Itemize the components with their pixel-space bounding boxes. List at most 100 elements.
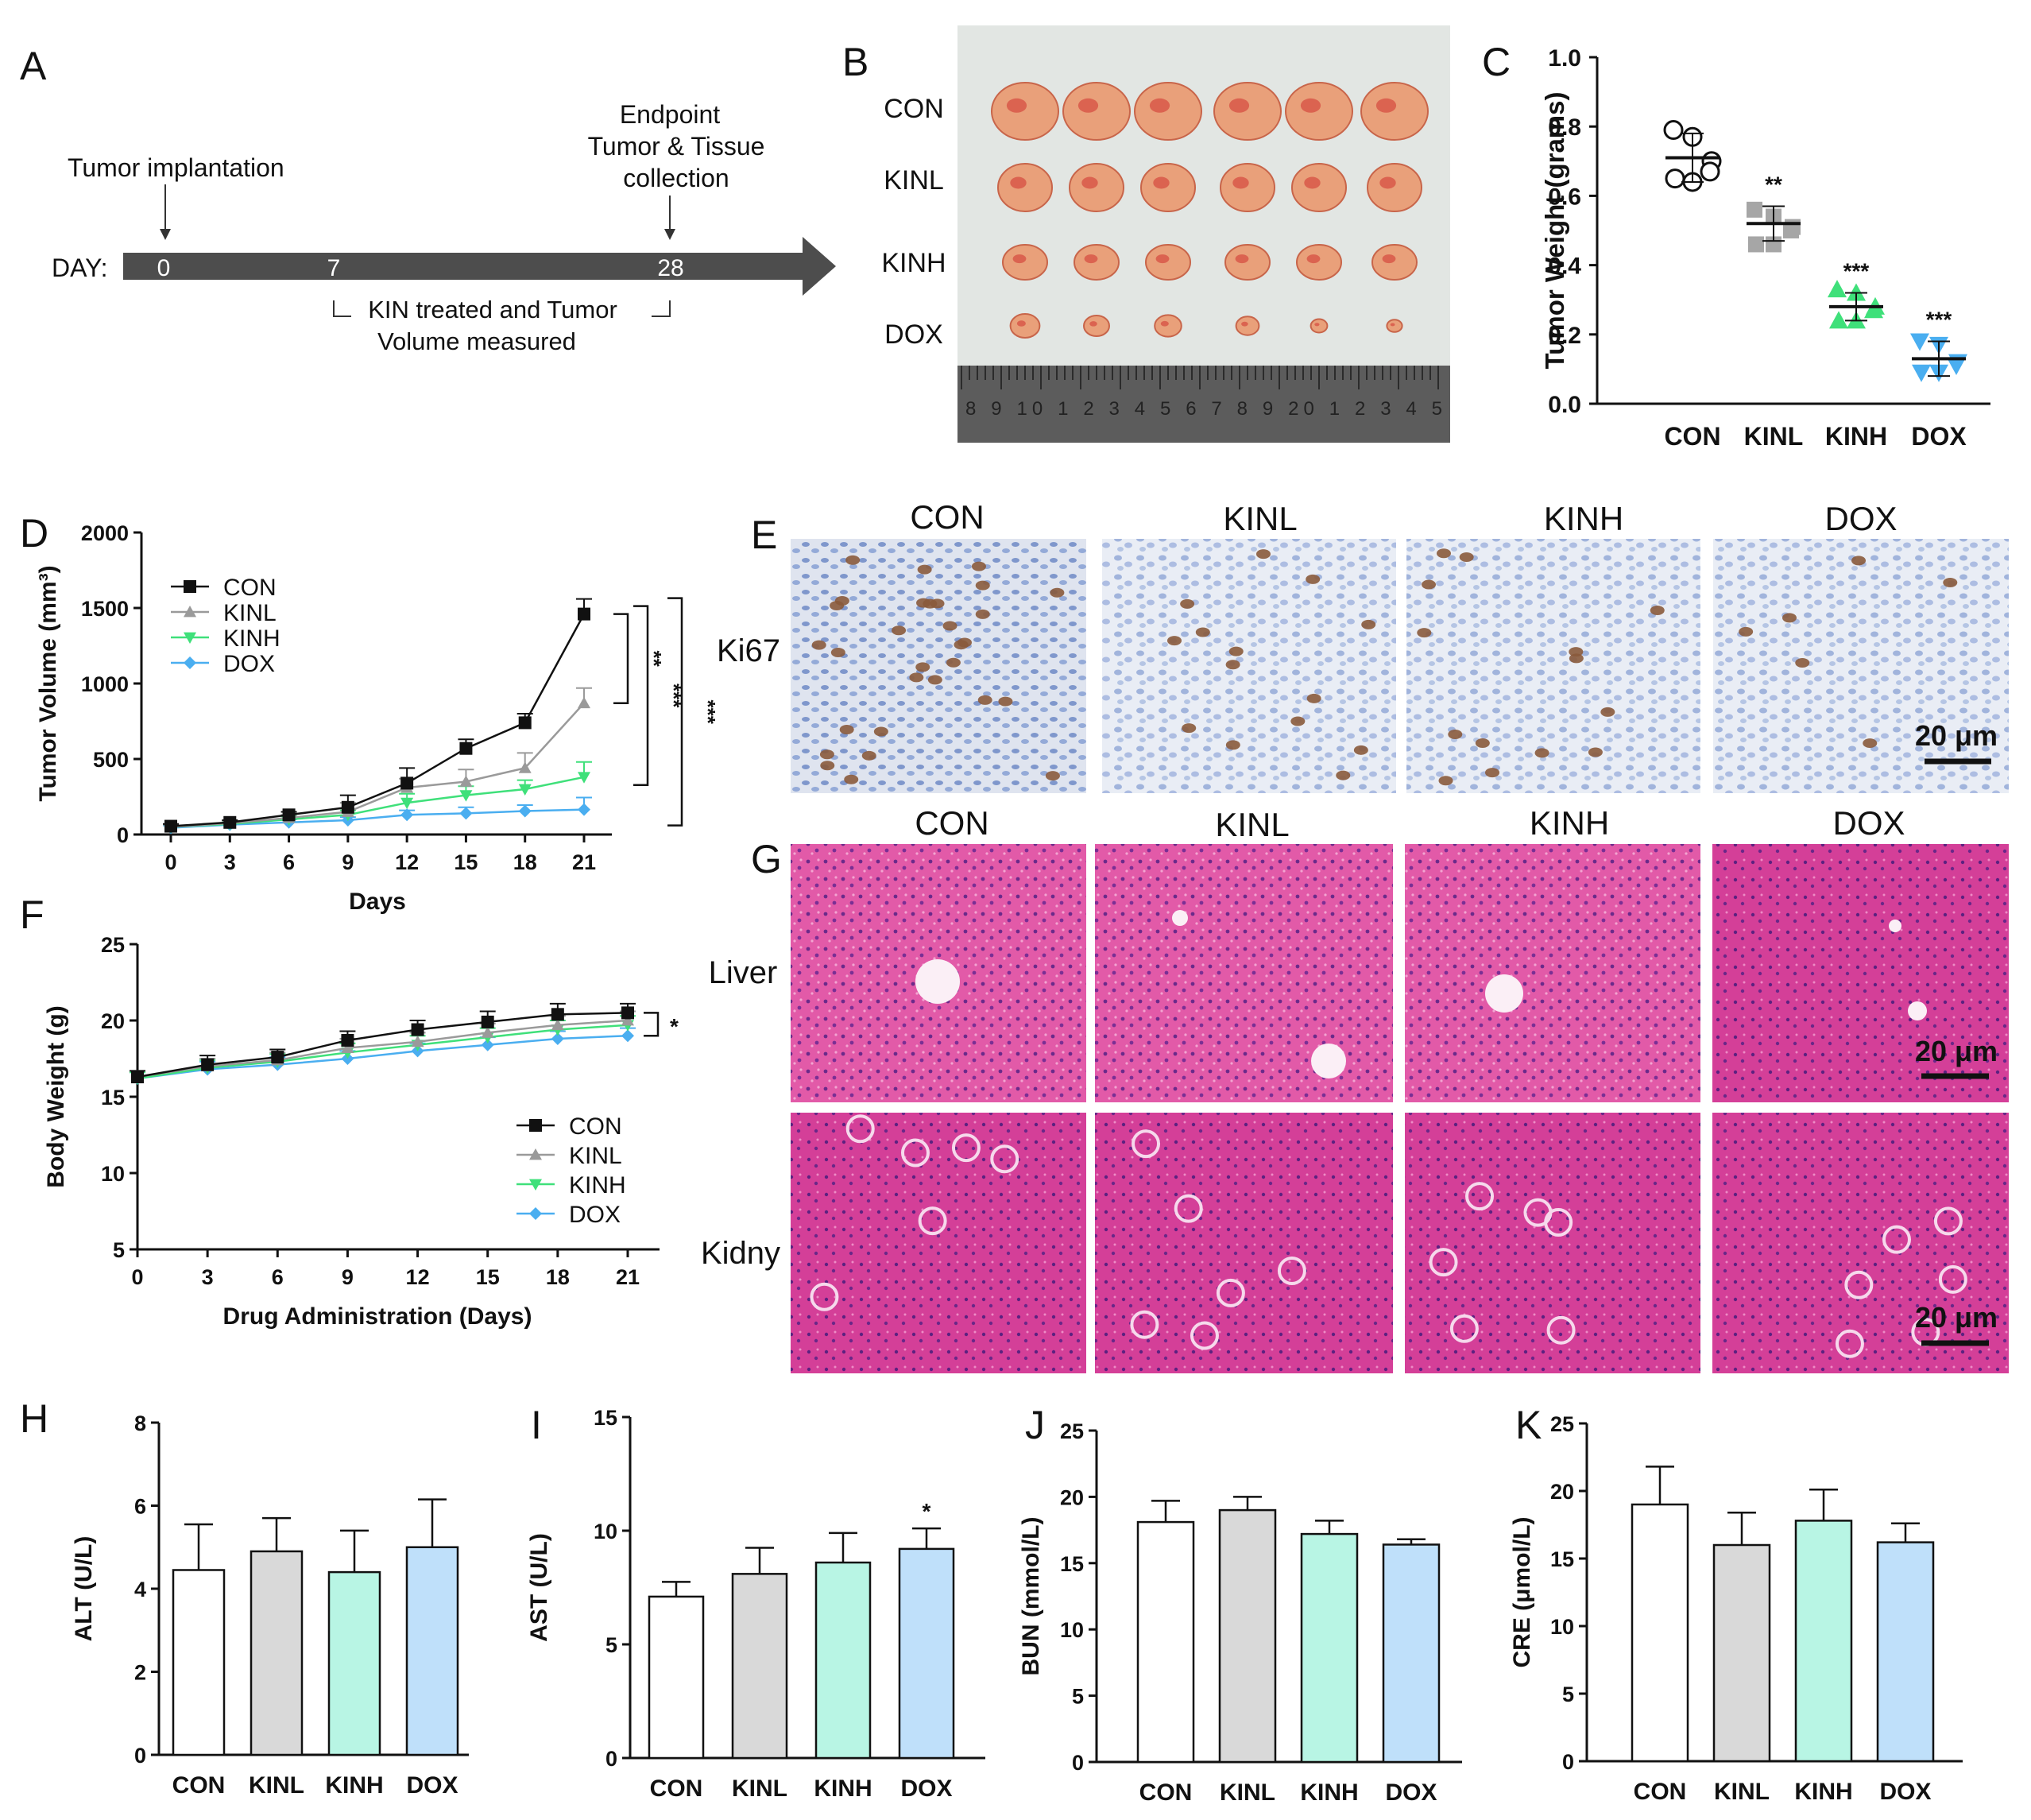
bar <box>1136 1520 1195 1764</box>
chart-d: 0 500 1000 1500 2000 0 3 6 9 12 15 18 21 Days Tumor Vo… <box>35 521 720 915</box>
tumor-specimen <box>1367 163 1422 212</box>
liver-vessel <box>915 959 960 1004</box>
liver-image-kinl <box>1095 844 1393 1102</box>
ruler <box>957 366 1450 443</box>
glomerulus <box>1190 1321 1219 1350</box>
significance-mark: *** <box>696 699 720 724</box>
panel-e: E Ki67 CON KINL KINH DOX 20 μm <box>717 498 2009 793</box>
chart-k: 0 5 10 15 20 25 CRE (μmol/L) CON KINL KINH DOX <box>1509 1412 1963 1805</box>
glomerulus <box>1465 1182 1495 1211</box>
bar <box>327 1570 381 1756</box>
ki67-nucleus <box>1228 646 1244 656</box>
x-tick-label: KINH <box>814 1775 872 1802</box>
significance-mark: * <box>923 1499 931 1524</box>
photo-row-label-kinh: KINH <box>881 248 946 278</box>
ki67-nucleus <box>1225 740 1240 750</box>
data-point <box>400 797 414 810</box>
data-point <box>551 1008 564 1021</box>
data-point <box>164 819 177 833</box>
photo-row-label-kinl: KINL <box>884 165 944 196</box>
y-tick-label: 8 <box>134 1411 146 1435</box>
y-tick-label: 1000 <box>81 672 129 696</box>
panel-g: G CON KINL KINH DOX Liver Kidny 20 μm 20… <box>701 804 2009 1373</box>
ki67-nucleus <box>927 675 942 685</box>
x-tick-label: CON <box>1664 422 1720 451</box>
tumor-vessel <box>1300 98 1321 113</box>
y-tick-label: 20 <box>101 1009 125 1033</box>
liver-vessel <box>1311 1044 1346 1078</box>
y-tick-label: 0 <box>1072 1751 1084 1775</box>
legend-swatch-marker <box>184 606 196 618</box>
kidney-image-dox <box>1712 1113 2009 1373</box>
ki67-nucleus <box>1448 729 1463 739</box>
tumor-specimen <box>1213 82 1282 141</box>
tumor-specimen <box>1154 314 1182 338</box>
x-tick-label: 3 <box>202 1265 214 1289</box>
tumor-specimen <box>1235 316 1260 336</box>
glomerulus <box>990 1144 1019 1174</box>
bar <box>1794 1520 1853 1763</box>
kidney-row-label: Kidny <box>701 1236 780 1271</box>
data-point <box>459 775 473 787</box>
y-tick-label: 15 <box>1060 1552 1084 1576</box>
data-point <box>400 808 414 822</box>
ki67-nucleus <box>1739 626 1754 637</box>
legend-label: KINL <box>569 1143 622 1169</box>
legend-label: CON <box>223 575 277 601</box>
ki67-nucleus <box>1182 723 1197 734</box>
ihc-image-con <box>791 539 1086 793</box>
x-tick-label: KINH <box>325 1772 383 1799</box>
panel-letter-g: G <box>751 837 782 881</box>
tumor-specimens <box>991 82 1429 339</box>
data-point <box>282 808 296 822</box>
data-point <box>621 1029 634 1043</box>
ihc-col-dox: DOX <box>1824 500 1897 537</box>
ki67-nucleus <box>942 621 957 631</box>
x-tick-label: DOX <box>1911 422 1967 451</box>
tumor-vessel <box>1306 254 1321 264</box>
glomerulus <box>900 1138 930 1168</box>
x-tick-label: 15 <box>454 850 478 874</box>
data-point <box>1748 236 1764 253</box>
ki67-nucleus <box>923 598 938 609</box>
chart-i: 0 5 10 15 AST (U/L) CON KINL KINH * DOX <box>526 1406 985 1802</box>
ki67-nucleus <box>811 640 826 650</box>
legend-swatch-marker <box>529 1148 542 1160</box>
x-tick-label: KINH <box>1794 1779 1852 1805</box>
panel-letter-b: B <box>842 40 868 84</box>
significance-mark: ** <box>642 651 666 668</box>
tumor-vessel <box>1304 176 1321 189</box>
bar <box>1712 1543 1771 1763</box>
data-point <box>341 1041 354 1053</box>
data-point <box>411 1023 424 1036</box>
tumor-specimen <box>1134 82 1202 141</box>
glomerulus <box>1933 1206 1963 1236</box>
panel-a: A Tumor implantation Endpoint Tumor & Ti… <box>20 44 836 355</box>
liver-vessel <box>1172 910 1188 926</box>
ki67-nucleus <box>1569 653 1584 664</box>
data-point <box>578 772 590 784</box>
endpoint-line2: Tumor & Tissue <box>588 132 765 161</box>
bar <box>250 1550 304 1756</box>
bar <box>1631 1503 1689 1763</box>
series-line <box>137 1034 629 1080</box>
x-tick-label: 18 <box>546 1265 570 1289</box>
significance-bracket <box>633 605 649 787</box>
tumor-specimen <box>1069 163 1124 212</box>
x-tick-label: 3 <box>224 850 236 874</box>
tumor-vessel <box>1077 98 1099 113</box>
x-tick-label: 21 <box>616 1265 640 1289</box>
data-point <box>518 761 532 773</box>
glomerulus <box>1216 1278 1245 1307</box>
ki67-nucleus <box>834 596 849 606</box>
he-col-kinl: KINL <box>1215 806 1289 843</box>
y-axis-label: Tumor Weight (grams) <box>1540 92 1569 370</box>
ki67-nucleus <box>998 696 1013 707</box>
legend-swatch-marker <box>529 1119 542 1132</box>
ihc-col-kinl: KINL <box>1223 500 1297 537</box>
significance-mark: *** <box>1843 258 1870 283</box>
chart-h: 0 2 4 6 8 ALT (U/L) CON KINL KINH DOX <box>71 1411 469 1799</box>
data-point <box>621 1014 634 1026</box>
ki67-nucleus <box>1336 770 1351 780</box>
ki67-nucleus <box>971 561 986 571</box>
